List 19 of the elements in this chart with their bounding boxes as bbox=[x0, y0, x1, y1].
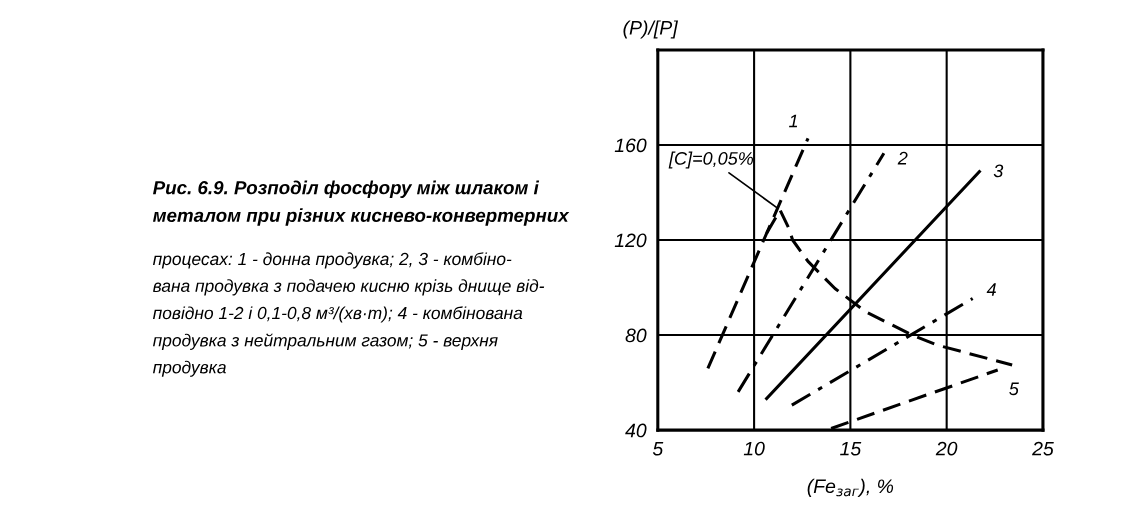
text: Рис. 6.9. Розподіл фосфору між шлаком і металом при різних киснево-конвертерних bbox=[153, 180, 570, 226]
annotation: [C]=0,05% bbox=[668, 151, 754, 169]
x-tick-label: 10 bbox=[743, 441, 765, 456]
series-label: 5 bbox=[1009, 382, 1019, 396]
series-label: 3 bbox=[993, 164, 1004, 178]
series-label: 4 bbox=[986, 283, 996, 296]
y-tick-label: 120 bbox=[614, 233, 647, 248]
y-tick-label: 80 bbox=[625, 328, 647, 343]
series-label: 2 bbox=[897, 151, 908, 165]
x-tick-label: 25 bbox=[1032, 441, 1054, 456]
y-axis-title: (P)/[P] bbox=[623, 20, 679, 39]
text: процесах: 1 - донна продувка; 2, 3 - комбіно- вана продувка з подачею кисню крізь днище від- повідно 1-2 і 0,1-0,8 м³/(хв·т); 4 - комбінована продувка з нейтральним газом; 5 - верхня продувка bbox=[152, 252, 545, 377]
x-axis-title: (Fe$_{заг}$), % bbox=[807, 478, 894, 497]
y-tick-label: 160 bbox=[614, 138, 647, 153]
y-tick-label: 40 bbox=[625, 423, 647, 438]
x-tick-label: 5 bbox=[652, 441, 664, 456]
x-tick-label: 20 bbox=[935, 441, 958, 456]
series-label: 1 bbox=[789, 114, 798, 128]
x-tick-label: 15 bbox=[840, 441, 862, 456]
